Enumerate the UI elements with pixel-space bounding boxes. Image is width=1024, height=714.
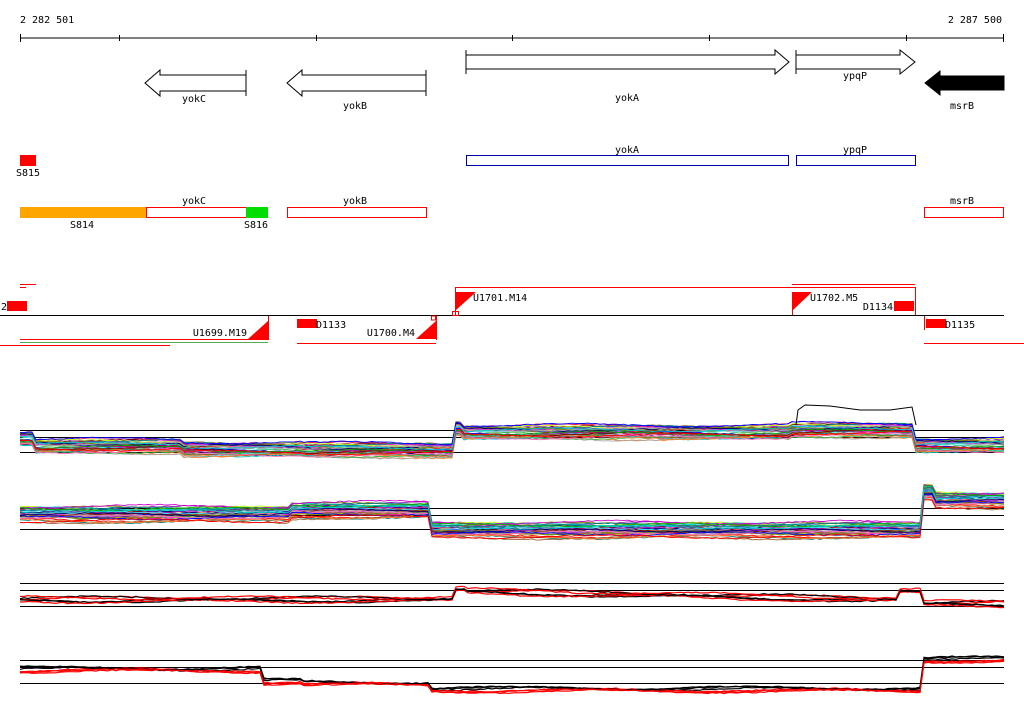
profile-line: [19, 484, 1005, 525]
segment-track: S815 S814 yokC S816 yokB msrB: [16, 155, 1004, 231]
feature-label: U1702.M5: [810, 293, 858, 304]
gene-label: yokC: [182, 94, 206, 105]
feature-track: 2 U1699.M19 D1133 U1700.M4: [0, 284, 1024, 346]
profile-line: [19, 485, 1005, 528]
feature-U1700-M4[interactable]: U1700.M4: [367, 315, 437, 340]
feature-U1702-M5[interactable]: U1702.M5: [792, 284, 915, 316]
profile-line: [19, 428, 1005, 456]
profile-line: [19, 428, 1005, 454]
blue-box-label: ypqP: [843, 145, 867, 156]
ruler-end-label: 2 287 500: [948, 15, 1002, 26]
feature-edge-left[interactable]: 2: [1, 301, 27, 313]
gene-arrow-yokA[interactable]: yokA: [465, 48, 790, 104]
coordinate-ruler: 2 282 501 2 287 500: [20, 15, 1004, 42]
expression-track-2: [19, 483, 1005, 541]
gene-arrow-msrB[interactable]: msrB: [924, 69, 1005, 112]
profile-line: [19, 495, 1005, 536]
segment-yokB[interactable]: yokB: [287, 196, 427, 218]
profile-line: [19, 497, 1005, 540]
profile-line: [19, 424, 1005, 450]
profile-line: [19, 488, 1005, 530]
gene-arrow-ypqP[interactable]: ypqP: [795, 48, 916, 82]
profile-line: [19, 493, 1005, 533]
feature-label: U1699.M19: [193, 328, 247, 339]
gene-label: ypqP: [843, 71, 867, 82]
segment-label: S816: [244, 220, 268, 231]
blue-box-label: yokA: [615, 145, 639, 156]
feature-D1134[interactable]: D1134: [863, 287, 916, 315]
profile-line: [19, 420, 1005, 446]
segment-yokC[interactable]: yokC: [146, 196, 247, 218]
profile-line: [19, 431, 1005, 458]
segment-label: S814: [70, 220, 94, 231]
feature-label: D1135: [945, 320, 975, 331]
segment-label: S815: [16, 168, 40, 179]
ruler-start-label: 2 282 501: [20, 15, 74, 26]
gene-arrow-yokB[interactable]: yokB: [286, 68, 427, 112]
blue-box-yokA[interactable]: yokA: [466, 145, 789, 166]
profile-line: [19, 499, 1005, 540]
feature-D1135[interactable]: D1135: [924, 316, 1024, 344]
feature-D1133[interactable]: D1133: [297, 319, 436, 344]
gene-label: yokA: [615, 93, 639, 104]
feature-label: U1700.M4: [367, 328, 415, 339]
profile-line: [19, 432, 1005, 458]
expression-track-1: [19, 404, 1005, 460]
gene-label: msrB: [950, 101, 974, 112]
segment-S814[interactable]: S814: [20, 207, 146, 231]
segment-S816[interactable]: S816: [244, 207, 268, 231]
feature-label: U1701.M14: [473, 293, 527, 304]
segment-msrB[interactable]: msrB: [924, 196, 1004, 218]
feature-U1699-M19[interactable]: U1699.M19: [20, 316, 269, 340]
profile-line: [19, 493, 1004, 537]
blue-box-ypqP[interactable]: ypqP: [796, 145, 916, 166]
profile-line: [20, 485, 1005, 528]
feature-label: D1133: [316, 320, 346, 331]
segment-label: yokB: [343, 196, 367, 207]
gene-label: yokB: [343, 101, 367, 112]
feature-label: D1134: [863, 302, 893, 313]
segment-label: yokC: [182, 196, 206, 207]
gene-track: yokC yokB yokA ypqP msrB: [144, 48, 1005, 112]
blue-box-track: yokA ypqP: [466, 145, 916, 166]
profile-line: [19, 496, 1005, 536]
profile-line: [19, 655, 1004, 691]
profile-line: [19, 496, 1005, 540]
segment-S815[interactable]: S815: [16, 155, 40, 179]
profile-line: [19, 585, 1005, 603]
profile-line: [19, 659, 1005, 694]
gene-arrow-yokC[interactable]: yokC: [144, 68, 247, 105]
expression-track-3: [19, 583, 1005, 609]
expression-track-4: [19, 655, 1005, 695]
profile-line: [20, 655, 1005, 691]
profile-line: [20, 425, 1005, 451]
feature-label: 2: [1, 302, 7, 313]
profile-line: [795, 404, 917, 426]
feature-U1701-M14[interactable]: U1701.M14: [452, 287, 916, 316]
segment-label: msrB: [950, 196, 974, 207]
profile-line: [19, 423, 1005, 451]
